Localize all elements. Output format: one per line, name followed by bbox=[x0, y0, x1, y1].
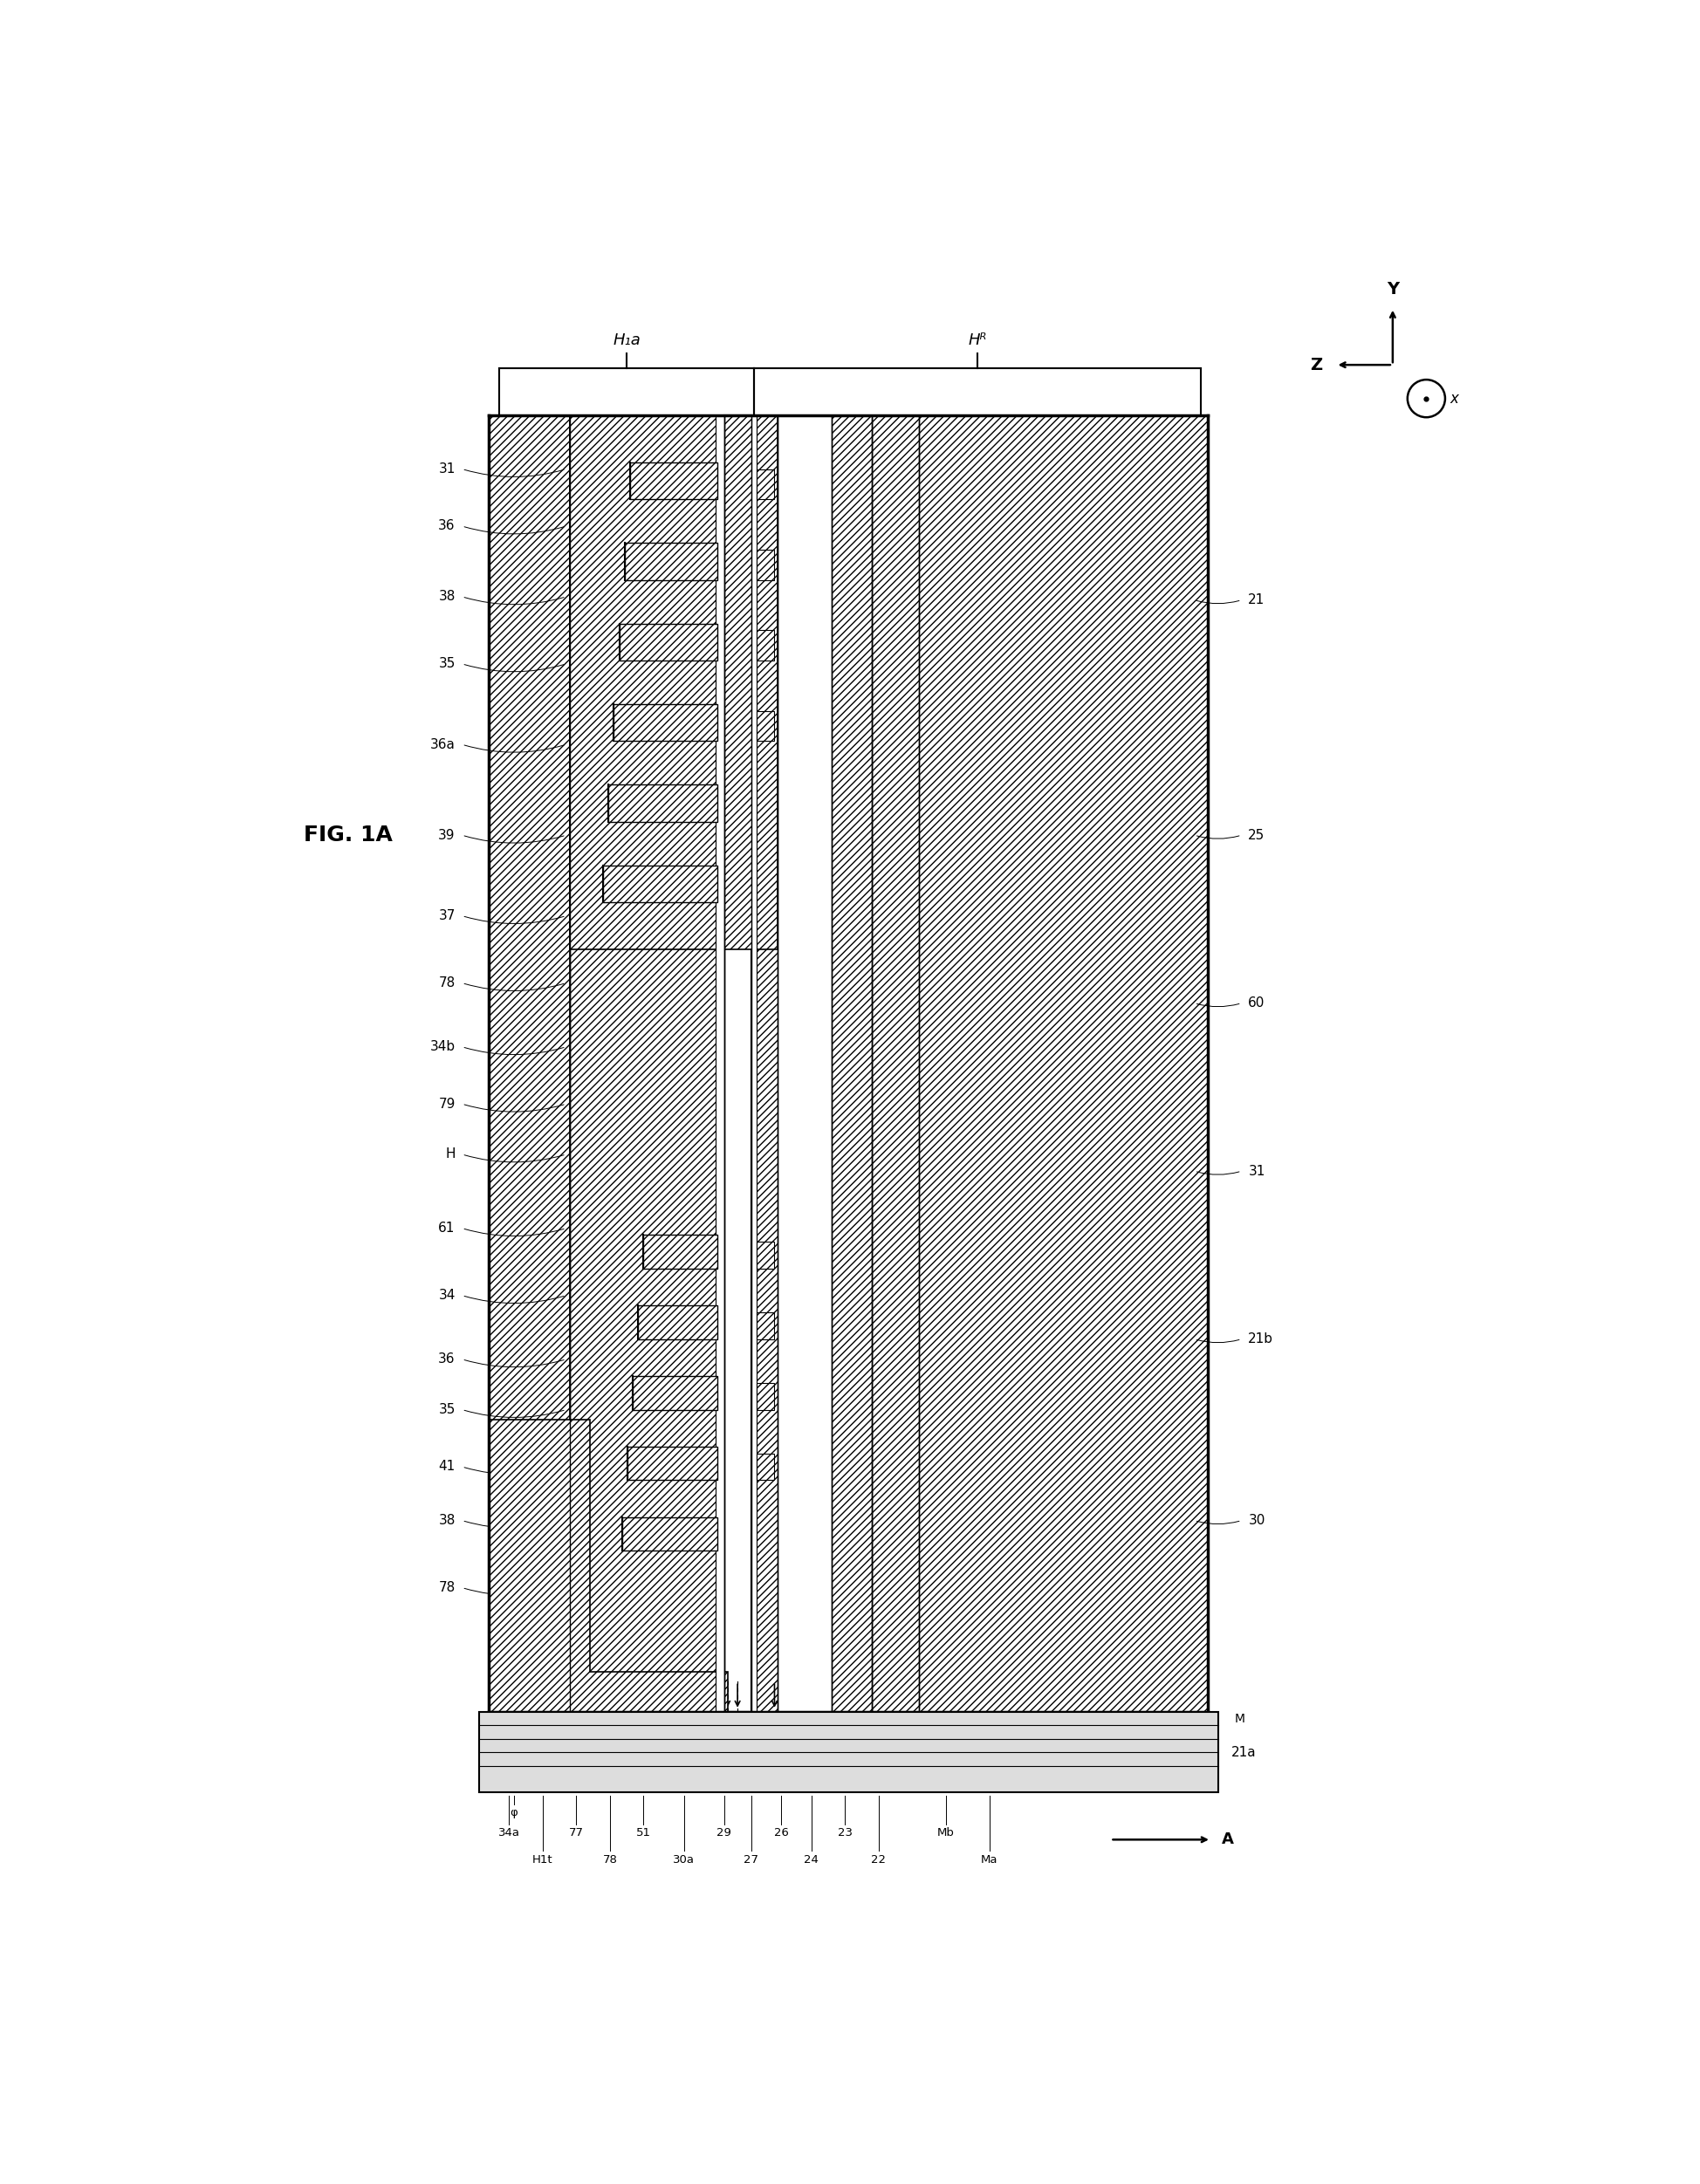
Bar bbox=[570, 415, 724, 1712]
Bar bbox=[604, 865, 717, 902]
Text: 29: 29 bbox=[717, 1828, 731, 1839]
Text: 21b: 21b bbox=[1248, 1332, 1273, 1345]
Text: 34: 34 bbox=[439, 1289, 456, 1302]
Text: 41: 41 bbox=[439, 1461, 456, 1474]
Text: 51: 51 bbox=[636, 1828, 651, 1839]
Bar bbox=[756, 1243, 775, 1269]
Text: Ma: Ma bbox=[981, 1854, 998, 1865]
Bar bbox=[716, 415, 724, 1712]
Text: 78: 78 bbox=[602, 1854, 617, 1865]
Text: 37: 37 bbox=[439, 909, 456, 922]
Text: 31: 31 bbox=[1248, 1164, 1265, 1177]
Text: 22: 22 bbox=[870, 1854, 886, 1865]
Text: 34b: 34b bbox=[430, 1040, 456, 1053]
Bar bbox=[570, 415, 779, 950]
Text: 35: 35 bbox=[439, 1402, 456, 1415]
Bar bbox=[724, 415, 751, 1712]
Text: 77: 77 bbox=[570, 1828, 583, 1839]
Text: A: A bbox=[1221, 1832, 1234, 1848]
Text: 30: 30 bbox=[1248, 1514, 1265, 1527]
Text: 25: 25 bbox=[1248, 828, 1265, 841]
Bar bbox=[490, 415, 570, 1712]
Text: 39: 39 bbox=[439, 828, 456, 841]
Bar bbox=[631, 463, 717, 500]
Text: 36: 36 bbox=[439, 520, 456, 533]
Text: H: H bbox=[445, 1149, 456, 1162]
Bar bbox=[638, 1306, 717, 1339]
Text: Y: Y bbox=[1387, 282, 1399, 297]
Text: 38: 38 bbox=[439, 590, 456, 603]
Text: M: M bbox=[1234, 1712, 1246, 1725]
Text: H₁a: H₁a bbox=[612, 332, 641, 347]
Bar bbox=[756, 1382, 775, 1409]
Bar bbox=[619, 625, 717, 660]
Text: Mb: Mb bbox=[937, 1828, 954, 1839]
Polygon shape bbox=[490, 1420, 728, 1712]
Bar bbox=[756, 470, 775, 500]
Bar bbox=[831, 415, 872, 1712]
Text: 60: 60 bbox=[1248, 996, 1265, 1009]
Text: 61: 61 bbox=[439, 1221, 456, 1234]
Bar bbox=[751, 415, 779, 1712]
Bar bbox=[756, 1452, 775, 1481]
Bar bbox=[622, 1518, 717, 1551]
Text: 31: 31 bbox=[439, 463, 456, 476]
Text: φ: φ bbox=[510, 1806, 517, 1819]
Bar bbox=[614, 703, 717, 740]
Text: 27: 27 bbox=[743, 1854, 758, 1865]
Bar bbox=[756, 1313, 775, 1339]
Bar bbox=[756, 550, 775, 581]
Text: 38: 38 bbox=[439, 1514, 456, 1527]
Bar bbox=[920, 415, 1209, 1712]
Bar bbox=[756, 631, 775, 660]
Text: 21: 21 bbox=[1248, 594, 1265, 607]
Text: 79: 79 bbox=[439, 1096, 456, 1109]
Text: 36a: 36a bbox=[430, 738, 456, 751]
Text: FIG. 1A: FIG. 1A bbox=[304, 826, 393, 845]
Bar bbox=[756, 710, 775, 740]
Bar bbox=[479, 1712, 1217, 1793]
Text: x: x bbox=[1450, 391, 1459, 406]
Text: 24: 24 bbox=[804, 1854, 819, 1865]
Text: 78: 78 bbox=[439, 976, 456, 989]
Text: H1t: H1t bbox=[532, 1854, 552, 1865]
Bar bbox=[751, 415, 756, 1712]
Text: 78: 78 bbox=[439, 1581, 456, 1594]
Bar bbox=[632, 1376, 717, 1409]
Text: Z: Z bbox=[1309, 356, 1323, 373]
Bar bbox=[872, 415, 920, 1712]
Text: Hᴿ: Hᴿ bbox=[969, 332, 988, 347]
Bar bbox=[624, 544, 717, 581]
Text: 34a: 34a bbox=[498, 1828, 520, 1839]
Text: 35: 35 bbox=[439, 657, 456, 670]
Text: 30a: 30a bbox=[673, 1854, 695, 1865]
Bar bbox=[609, 784, 717, 821]
Bar bbox=[627, 1446, 717, 1481]
Text: 26: 26 bbox=[774, 1828, 789, 1839]
Text: 21a: 21a bbox=[1231, 1745, 1256, 1758]
Bar bbox=[644, 1234, 717, 1269]
Text: 36: 36 bbox=[439, 1352, 456, 1365]
Text: 23: 23 bbox=[838, 1828, 852, 1839]
